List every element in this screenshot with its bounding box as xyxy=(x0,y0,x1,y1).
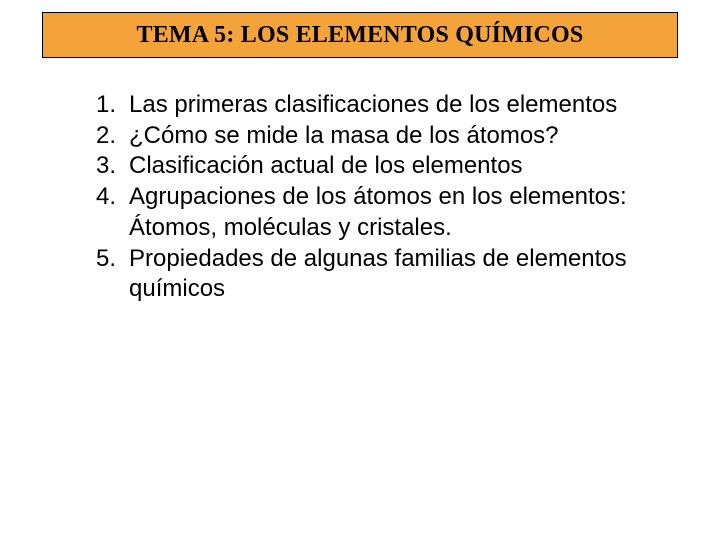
ordered-list: Las primeras clasificaciones de los elem… xyxy=(74,90,644,305)
list-item-text: Las primeras clasificaciones de los elem… xyxy=(129,91,617,118)
list-container: Las primeras clasificaciones de los elem… xyxy=(74,90,644,305)
list-item-text: Clasificación actual de los elementos xyxy=(129,152,523,179)
list-item: Agrupaciones de los átomos en los elemen… xyxy=(74,182,644,243)
list-item: Las primeras clasificaciones de los elem… xyxy=(74,90,644,121)
list-item: Propiedades de algunas familias de eleme… xyxy=(74,244,644,305)
slide-title: TEMA 5: LOS ELEMENTOS QUÍMICOS xyxy=(137,22,584,49)
list-item-text: ¿Cómo se mide la masa de los átomos? xyxy=(129,122,559,149)
list-item: Clasificación actual de los elementos xyxy=(74,151,644,182)
list-item-text: Propiedades de algunas familias de eleme… xyxy=(129,245,627,303)
title-box: TEMA 5: LOS ELEMENTOS QUÍMICOS xyxy=(42,12,678,58)
list-item-text: Agrupaciones de los átomos en los elemen… xyxy=(129,183,627,241)
list-item: ¿Cómo se mide la masa de los átomos? xyxy=(74,121,644,152)
